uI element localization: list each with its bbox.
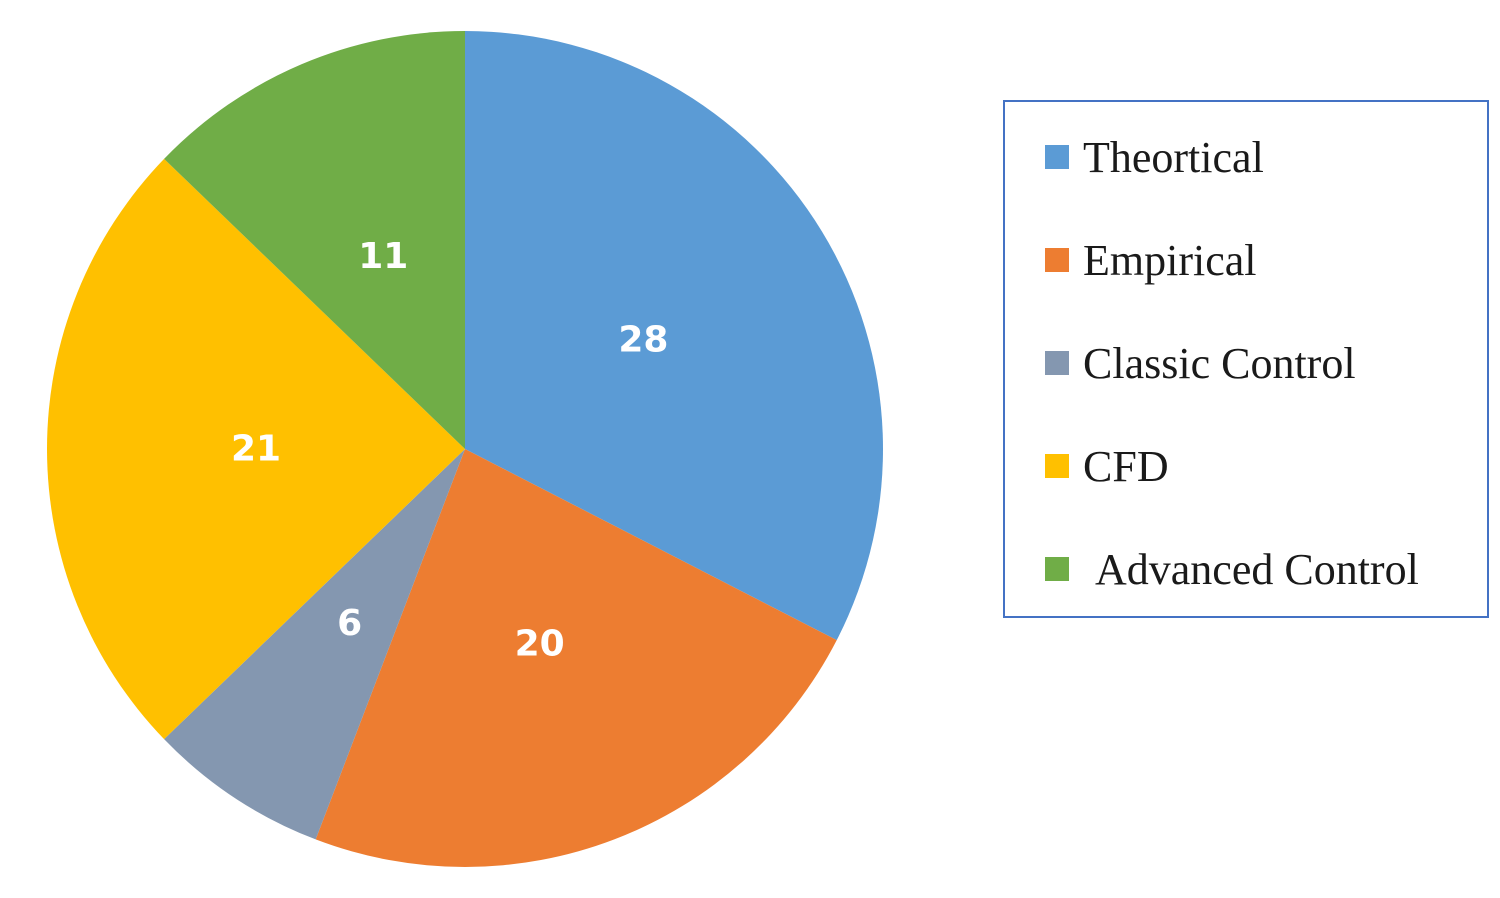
data-label-advanced-control: 11 — [358, 236, 408, 277]
legend-item-advanced-control: Advanced Control — [1045, 539, 1419, 599]
pie-data-labels: 28 20 6 21 11 — [231, 236, 669, 665]
legend-swatch-advanced-control — [1045, 557, 1069, 581]
data-label-empirical: 20 — [515, 624, 565, 665]
legend-swatch-theortical — [1045, 145, 1069, 169]
pie-slice-empirical — [315, 449, 837, 868]
legend-label-empirical: Empirical — [1083, 235, 1257, 285]
pie-chart: 28 20 6 21 11 — [47, 31, 883, 868]
legend-item-theortical: Theortical — [1045, 127, 1264, 187]
legend-label-advanced-control: Advanced Control — [1095, 544, 1419, 594]
legend-label-classic-control: Classic Control — [1083, 338, 1356, 388]
legend-label-cfd: CFD — [1083, 441, 1169, 491]
pie-slice-theortical — [465, 31, 883, 641]
pie-slice-classic-control — [164, 449, 465, 840]
data-label-classic-control: 6 — [337, 603, 362, 644]
legend-swatch-empirical — [1045, 248, 1069, 272]
pie-slices — [47, 31, 883, 868]
pie-slice-advanced-control — [164, 31, 465, 449]
chart-legend: Theortical Empirical Classic Control CFD… — [1003, 100, 1489, 618]
legend-label-theortical: Theortical — [1083, 132, 1264, 182]
legend-item-classic-control: Classic Control — [1045, 333, 1356, 393]
legend-swatch-cfd — [1045, 454, 1069, 478]
data-label-theortical: 28 — [618, 320, 668, 361]
pie-slice-cfd — [47, 158, 465, 740]
legend-item-cfd: CFD — [1045, 436, 1169, 496]
legend-swatch-classic-control — [1045, 351, 1069, 375]
data-label-cfd: 21 — [231, 429, 281, 470]
legend-item-empirical: Empirical — [1045, 230, 1257, 290]
